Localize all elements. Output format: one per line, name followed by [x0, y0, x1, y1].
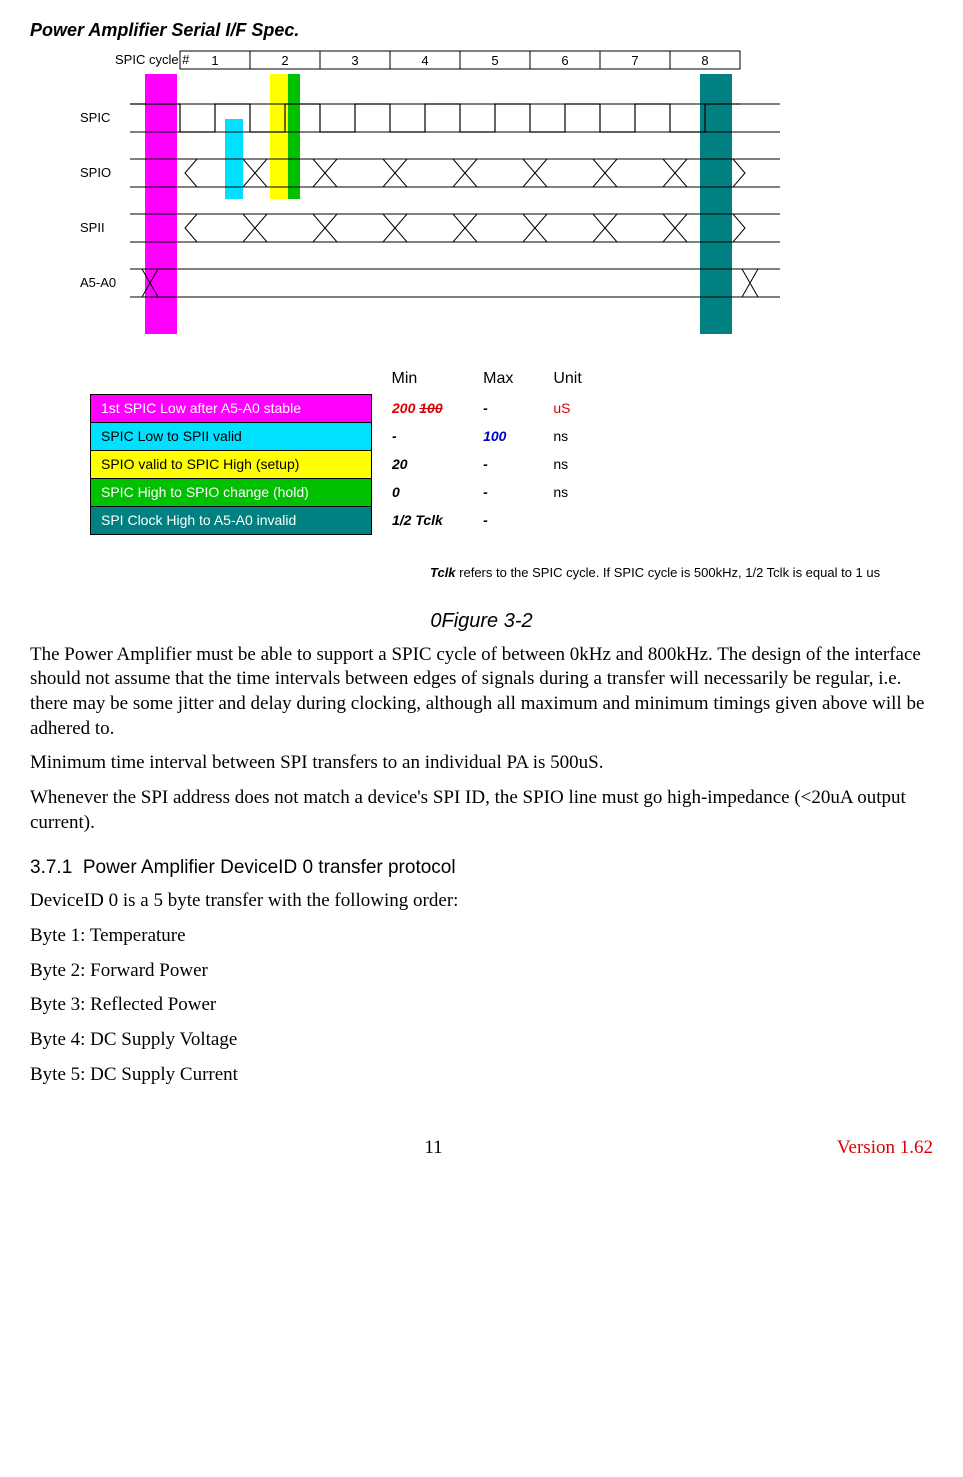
- timing-max: -: [463, 478, 533, 506]
- svg-text:SPIO: SPIO: [80, 165, 111, 180]
- timing-max: -: [463, 450, 533, 478]
- tclk-note: Tclk refers to the SPIC cycle. If SPIC c…: [430, 565, 890, 580]
- version-label: Version 1.62: [837, 1137, 933, 1159]
- paragraph-3: Whenever the SPI address does not match …: [30, 786, 933, 835]
- timing-row: SPIO valid to SPIC High (setup)20-ns: [91, 450, 602, 478]
- timing-row: SPI Clock High to A5-A0 invalid1/2 Tclk-: [91, 506, 602, 534]
- section-number: 3.7.1: [30, 857, 72, 878]
- svg-text:6: 6: [561, 53, 568, 68]
- col-max: Max: [463, 364, 533, 394]
- timing-unit: ns: [533, 450, 601, 478]
- cycle-label: SPIC cycle #: [115, 52, 190, 67]
- section-intro: DeviceID 0 is a 5 byte transfer with the…: [30, 889, 933, 914]
- timing-min: 0: [372, 478, 464, 506]
- byte-4: Byte 4: DC Supply Voltage: [30, 1028, 933, 1053]
- byte-3: Byte 3: Reflected Power: [30, 993, 933, 1018]
- timing-unit: ns: [533, 422, 601, 450]
- timing-min: 20: [372, 450, 464, 478]
- svg-text:A5-A0: A5-A0: [80, 275, 116, 290]
- col-min: Min: [372, 364, 464, 394]
- page-footer: 11 Version 1.62: [30, 1137, 933, 1159]
- timing-desc: SPIO valid to SPIC High (setup): [91, 450, 372, 478]
- timing-table: Min Max Unit 1st SPIC Low after A5-A0 st…: [90, 364, 933, 535]
- section-heading: 3.7.1 Power Amplifier DeviceID 0 transfe…: [30, 857, 933, 879]
- timing-max: 100: [463, 422, 533, 450]
- timing-row: SPIC Low to SPII valid-100ns: [91, 422, 602, 450]
- timing-svg: SPIC cycle # 1 2 3 4 5 6 7 8 SPIC SPIO SPII A5-A0: [50, 49, 790, 339]
- svg-text:7: 7: [631, 53, 638, 68]
- timing-table-header-row: Min Max Unit: [91, 364, 602, 394]
- timing-max: -: [463, 394, 533, 422]
- section-title: Power Amplifier DeviceID 0 transfer prot…: [83, 857, 456, 878]
- page-header-title: Power Amplifier Serial I/F Spec.: [30, 20, 933, 41]
- timing-desc: 1st SPIC Low after A5-A0 stable: [91, 394, 372, 422]
- timing-desc: SPIC Low to SPII valid: [91, 422, 372, 450]
- svg-text:1: 1: [211, 53, 218, 68]
- svg-text:SPII: SPII: [80, 220, 105, 235]
- tclk-bold: Tclk: [430, 565, 456, 580]
- paragraph-2: Minimum time interval between SPI transf…: [30, 751, 933, 776]
- timing-diagram: SPIC cycle # 1 2 3 4 5 6 7 8 SPIC SPIO SPII A5-A0: [50, 49, 933, 344]
- svg-text:4: 4: [421, 53, 428, 68]
- timing-desc: SPIC High to SPIO change (hold): [91, 478, 372, 506]
- byte-5: Byte 5: DC Supply Current: [30, 1063, 933, 1088]
- page-number: 11: [424, 1137, 442, 1159]
- col-unit: Unit: [533, 364, 601, 394]
- highlight-yellow: [270, 74, 288, 199]
- timing-unit: [533, 506, 601, 534]
- timing-row: SPIC High to SPIO change (hold)0-ns: [91, 478, 602, 506]
- timing-min: 1/2 Tclk: [372, 506, 464, 534]
- svg-text:2: 2: [281, 53, 288, 68]
- svg-text:SPIC: SPIC: [80, 110, 110, 125]
- svg-text:3: 3: [351, 53, 358, 68]
- svg-text:5: 5: [491, 53, 498, 68]
- timing-min: -: [372, 422, 464, 450]
- svg-text:8: 8: [701, 53, 708, 68]
- figure-caption: 0Figure 3-2: [30, 610, 933, 633]
- tclk-rest: refers to the SPIC cycle. If SPIC cycle …: [456, 565, 881, 580]
- byte-1: Byte 1: Temperature: [30, 924, 933, 949]
- timing-max: -: [463, 506, 533, 534]
- paragraph-1: The Power Amplifier must be able to supp…: [30, 643, 933, 742]
- highlight-magenta: [145, 74, 177, 334]
- highlight-green: [288, 74, 300, 199]
- timing-desc: SPI Clock High to A5-A0 invalid: [91, 506, 372, 534]
- timing-min: 200 100: [372, 394, 464, 422]
- byte-2: Byte 2: Forward Power: [30, 959, 933, 984]
- timing-unit: ns: [533, 478, 601, 506]
- timing-unit: uS: [533, 394, 601, 422]
- timing-row: 1st SPIC Low after A5-A0 stable200 100-u…: [91, 394, 602, 422]
